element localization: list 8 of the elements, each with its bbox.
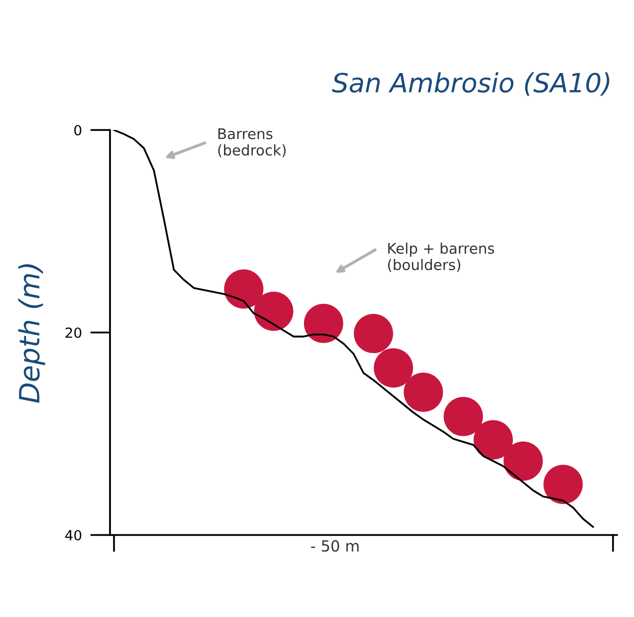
annotation: Kelp + barrens (boulders)	[388, 242, 494, 272]
y-tick-label: 0	[74, 124, 82, 136]
text: - 50 m	[311, 540, 359, 552]
y-tick-label: 40	[65, 530, 82, 540]
chart-title: San Ambrosio (SA10)	[332, 72, 610, 96]
annotation: Barrens (bedrock)	[218, 128, 286, 158]
y-axis-title: Depth (m)	[18, 264, 46, 403]
y-tick-label: 20	[66, 327, 82, 338]
